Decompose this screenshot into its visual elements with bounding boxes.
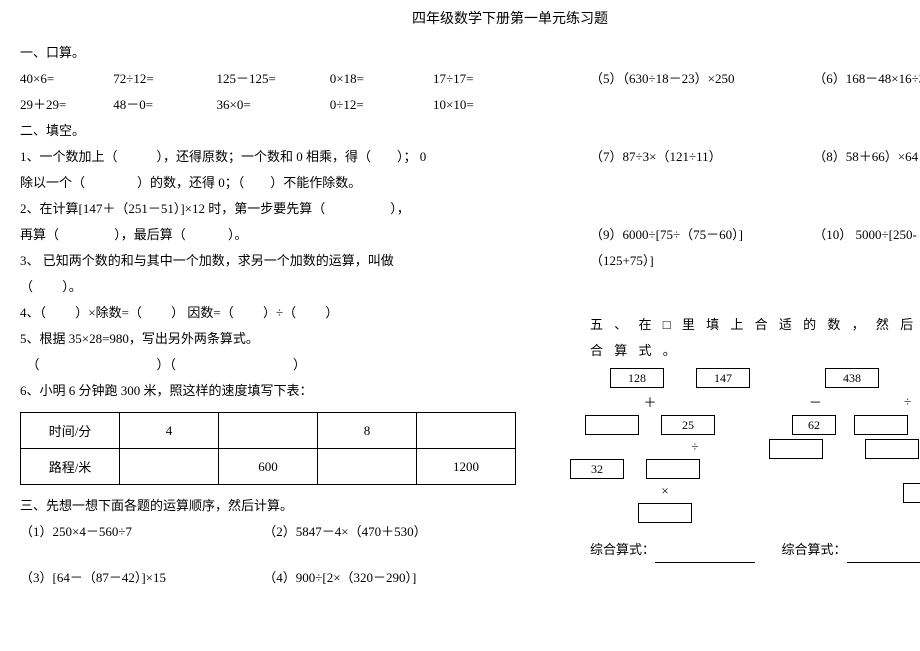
right-row1: （5）（630÷18－23）×250 （6）168－48×16÷32: [590, 66, 920, 92]
s1-r2-3: 36×0=: [217, 92, 327, 118]
s3-row1: （1）250×4－560÷7 （2）5847－4×（470＋530）: [20, 519, 560, 545]
cell: 时间/分: [21, 413, 120, 449]
s3-q3: （3）[64－（87－42）]×15: [20, 565, 260, 591]
s2-q4: 4、（ ）×除数=（ ） 因数=（ ）÷（ ）: [20, 300, 560, 326]
time-distance-table: 时间/分 4 8 路程/米 600 1200: [20, 412, 516, 485]
s2-heading: 二、填空。: [20, 118, 560, 144]
r-q8: （8）58＋66）×64－10000: [813, 149, 920, 164]
answer-blank: [847, 548, 920, 563]
s2-q1b: 除以一个（ ）的数，还得 0；（ ）不能作除数。: [20, 170, 560, 196]
s3-row2: （3）[64－（87－42）]×15 （4）900÷[2×（320－290）]: [20, 565, 560, 591]
s3-heading: 三、先想一想下面各题的运算顺序，然后计算。: [20, 493, 560, 519]
s1-r1-3: 125－125=: [217, 66, 327, 92]
page-body: 一、口算。 40×6= 72÷12= 125－125= 0×18= 17÷17=…: [20, 40, 900, 591]
s1-r1-1: 40×6=: [20, 66, 110, 92]
flowchart-2: 438 73 － ÷ 62: [810, 368, 920, 527]
right-row2: （7）87÷3×（121÷11） （8）58＋66）×64－10000: [590, 144, 920, 170]
s1-r2-1: 29＋29=: [20, 92, 110, 118]
s2-q2b: 再算（ ），最后算（ ）。: [20, 222, 560, 248]
box: 128: [610, 368, 664, 388]
cell: 4: [120, 413, 219, 449]
r-q6: （6）168－48×16÷32: [813, 71, 920, 86]
box-empty: [638, 503, 692, 523]
s2-q1a: 1、一个数加上（ ），还得原数；一个数和 0 相乘，得（ ）； 0: [20, 144, 560, 170]
cell: [219, 413, 318, 449]
cell: 8: [318, 413, 417, 449]
r-q7: （7）87÷3×（121÷11）: [590, 144, 810, 170]
box-empty: [646, 459, 700, 479]
s1-r1-4: 0×18=: [330, 66, 430, 92]
cell: 路程/米: [21, 449, 120, 485]
box: 25: [661, 415, 715, 435]
s1-r1-2: 72÷12=: [113, 66, 213, 92]
box-empty: [854, 415, 908, 435]
s1-r1-5: 17÷17=: [433, 71, 473, 86]
s1-row2: 29＋29= 48－0= 36×0= 0÷12= 10×10=: [20, 92, 560, 118]
answers-row: 综合算式： 综合算式：: [590, 537, 920, 563]
right-column: （5）（630÷18－23）×250 （6）168－48×16÷32 （7）87…: [590, 40, 920, 591]
divide-icon: ÷: [904, 394, 911, 410]
box-empty: [585, 415, 639, 435]
box-empty: [769, 439, 823, 459]
s1-row1: 40×6= 72÷12= 125－125= 0×18= 17÷17=: [20, 66, 560, 92]
cell: [120, 449, 219, 485]
plus-icon: ＋: [643, 392, 656, 411]
s5-heading: 五 、 在 □ 里 填 上 合 适 的 数 ， 然 后 列 出 综 合 算 式 …: [590, 312, 920, 364]
r-q10: （10） 5000÷[250-: [813, 227, 917, 242]
table-row: 路程/米 600 1200: [21, 449, 516, 485]
s2-q3a: 3、 已知两个数的和与其中一个加数，求另一个加数的运算，叫做: [20, 248, 560, 274]
s1-r2-2: 48－0=: [113, 92, 213, 118]
r-q5: （5）（630÷18－23）×250: [590, 66, 810, 92]
table-row: 时间/分 4 8: [21, 413, 516, 449]
cell: [318, 449, 417, 485]
page-title: 四年级数学下册第一单元练习题: [20, 8, 900, 28]
cell: 600: [219, 449, 318, 485]
s2-q5a: 5、根据 35×28=980，写出另外两条算式。: [20, 326, 560, 352]
answer-label-1: 综合算式：: [590, 542, 655, 557]
box-empty: [903, 483, 920, 503]
left-column: 一、口算。 40×6= 72÷12= 125－125= 0×18= 17÷17=…: [20, 40, 560, 591]
s2-q5b: （ ）（ ）: [20, 352, 560, 378]
box: 438: [825, 368, 879, 388]
answer-label-2: 综合算式：: [782, 542, 847, 557]
r-q9: （9）6000÷[75÷（75－60）]: [590, 222, 810, 248]
s3-q2: （2）5847－4×（470＋530）: [263, 524, 426, 539]
r-q10-cont: （125+75）]: [590, 248, 920, 274]
s1-r2-4: 0÷12=: [330, 92, 430, 118]
s1-heading: 一、口算。: [20, 40, 560, 66]
flowcharts: 128 147 ＋ 25 ÷ 32 ×: [590, 368, 920, 527]
s2-q6: 6、小明 6 分钟跑 300 米，照这样的速度填写下表：: [20, 378, 560, 404]
right-row3: （9）6000÷[75÷（75－60）] （10） 5000÷[250-: [590, 222, 920, 248]
s2-q2a: 2、在计算[147＋（251－51）]×12 时，第一步要先算（ ），: [20, 196, 560, 222]
s2-q3b: （ ）。: [20, 274, 560, 300]
cell: [417, 413, 516, 449]
flowchart-1: 128 147 ＋ 25 ÷ 32 ×: [590, 368, 770, 527]
box: 147: [696, 368, 750, 388]
box-empty: [865, 439, 919, 459]
box: 32: [570, 459, 624, 479]
times-icon: ×: [661, 483, 668, 499]
s3-q1: （1）250×4－560÷7: [20, 519, 260, 545]
minus-icon: －: [809, 392, 822, 411]
s3-q4: （4）900÷[2×（320－290）]: [263, 570, 416, 585]
divide-icon: ÷: [691, 439, 698, 455]
cell: 1200: [417, 449, 516, 485]
answer-blank: [655, 548, 755, 563]
box: 62: [792, 415, 836, 435]
s1-r2-5: 10×10=: [433, 97, 474, 112]
